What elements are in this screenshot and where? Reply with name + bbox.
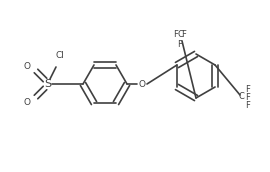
Text: C: C bbox=[177, 30, 183, 39]
Text: F: F bbox=[245, 84, 250, 94]
Text: O: O bbox=[139, 79, 146, 89]
Text: F: F bbox=[178, 40, 183, 49]
Text: F: F bbox=[245, 100, 250, 110]
Text: F: F bbox=[181, 30, 187, 39]
Text: O: O bbox=[23, 98, 31, 106]
Text: F: F bbox=[245, 93, 250, 101]
Text: S: S bbox=[45, 79, 52, 89]
Text: F: F bbox=[174, 30, 178, 39]
Text: Cl: Cl bbox=[56, 51, 65, 60]
Text: C: C bbox=[238, 92, 244, 101]
Text: O: O bbox=[23, 62, 31, 71]
